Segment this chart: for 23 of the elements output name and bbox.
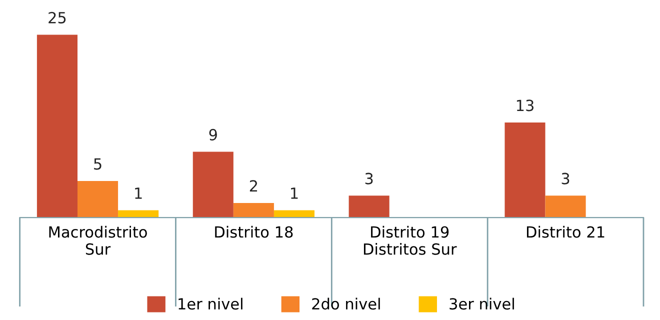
data-label: 2 [250,180,258,192]
legend-label: 2do nivel [312,298,380,310]
bar [192,152,234,218]
data-label: 1 [135,188,142,199]
bar [77,181,118,218]
bar [36,34,78,218]
x-tick-label: Distrito 19 Distritos Sur [364,226,457,255]
x-tick-label: Distrito 21 [526,226,604,238]
legend-label: 3er nivel [450,298,514,310]
bar [545,196,586,218]
bar [233,202,274,218]
x-tick-label: Distrito 18 [215,226,293,238]
x-tick-label: Macrodistrito Sur [49,226,147,255]
bar [504,122,546,218]
data-label: 1 [291,188,298,199]
legend-label: 1er nivel [178,298,242,310]
data-label: 9 [209,128,217,140]
bar [348,196,390,218]
data-label: 3 [562,172,570,184]
data-label: 13 [516,100,534,112]
data-label: 5 [94,158,102,170]
data-label: 25 [48,12,66,24]
data-label: 3 [365,172,373,184]
